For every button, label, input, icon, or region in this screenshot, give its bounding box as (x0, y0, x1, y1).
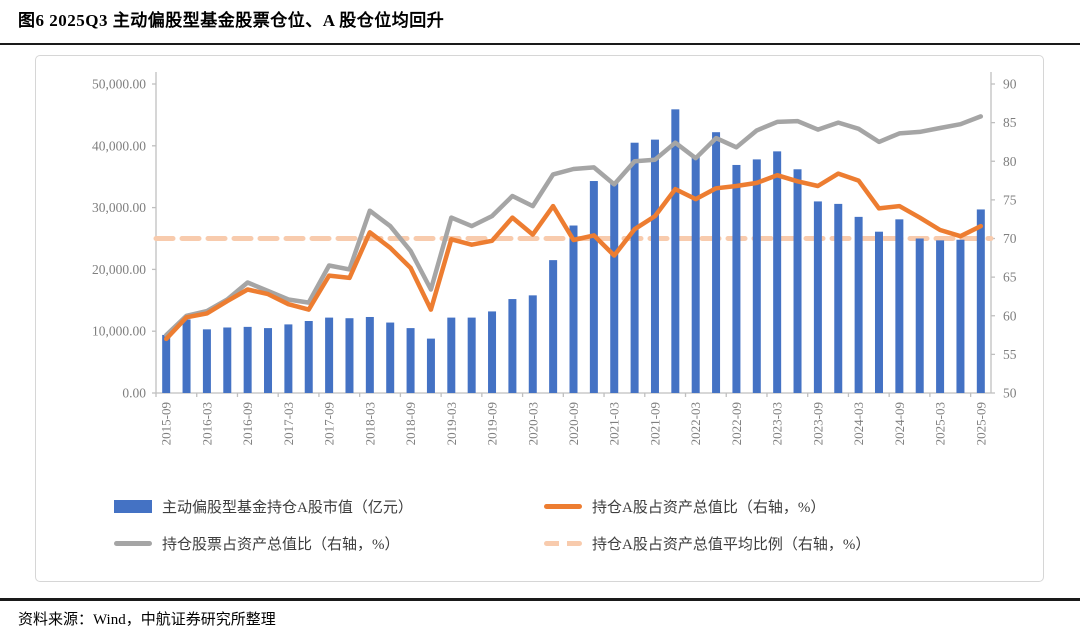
legend-item: 持仓A股占资产总值比（右轴，%） (544, 494, 1043, 518)
right-axis-label: 70 (1003, 231, 1017, 246)
right-axis-label: 60 (1003, 308, 1017, 323)
bar-a-share-value (691, 155, 700, 393)
bar-a-share-value (467, 317, 476, 393)
right-axis-label: 85 (1003, 115, 1017, 130)
x-axis-label: 2023-09 (810, 402, 825, 445)
source-note: 资料来源：Wind，中航证券研究所整理 (18, 612, 276, 628)
x-axis-label: 2022-03 (688, 402, 703, 445)
legend-item: 持仓股票占资产总值比（右轴，%） (114, 531, 544, 555)
left-axis-label: 30,000.00 (92, 200, 146, 215)
line-swatch-icon (544, 503, 582, 509)
right-axis-label: 65 (1003, 270, 1017, 285)
bar-a-share-value (162, 334, 171, 393)
bar-a-share-value (508, 299, 517, 393)
legend-label: 持仓A股占资产总值比（右轴，%） (592, 499, 826, 516)
x-axis-label: 2023-03 (770, 402, 785, 445)
bar-a-share-value (223, 327, 232, 393)
chart-legend: 主动偏股型基金持仓A股市值（亿元） 持仓A股占资产总值比（右轴，%） 持仓股票占资产… (36, 494, 1043, 555)
x-axis-label: 2021-09 (647, 402, 662, 445)
bar-a-share-value (712, 132, 721, 393)
x-axis-label: 2018-09 (403, 402, 418, 445)
x-axis-label: 2025-03 (933, 402, 948, 445)
bar-a-share-value (264, 328, 273, 393)
bar-a-share-value (732, 164, 741, 393)
legend-item: 主动偏股型基金持仓A股市值（亿元） (114, 494, 544, 518)
fund-position-chart: 0.00 10,000.00 20,000.00 30,000.00 40,000.00… (92, 72, 1017, 445)
x-axis-label: 2015-09 (159, 402, 174, 445)
stock-ratio-line (163, 114, 984, 338)
bar-a-share-value (936, 240, 945, 393)
bar-a-share-value (671, 109, 680, 393)
bar-a-share-value (976, 209, 985, 393)
x-axis-label: 2016-09 (240, 402, 255, 445)
bar-a-share-value (406, 328, 415, 393)
bar-a-share-value (386, 322, 395, 393)
right-axis-label: 90 (1003, 77, 1017, 92)
x-axis-label: 2021-03 (607, 402, 622, 445)
bar-a-share-value (650, 139, 659, 393)
bar-a-share-value (549, 260, 558, 393)
bar-swatch-icon (114, 499, 152, 513)
bar-a-share-value (630, 142, 639, 393)
x-axis-label: 2024-03 (851, 402, 866, 445)
bar-a-share-value (834, 203, 843, 393)
x-axis-label: 2025-09 (973, 402, 988, 445)
bar-a-share-value (610, 182, 619, 393)
bar-a-share-value (915, 238, 924, 393)
x-axis-label: 2019-03 (444, 402, 459, 445)
right-axis-label: 75 (1003, 192, 1017, 207)
right-axis-label: 55 (1003, 347, 1017, 362)
line-swatch-icon (114, 540, 152, 546)
title-divider-rule (0, 43, 1080, 45)
bar-a-share-value (284, 324, 293, 393)
bar-a-share-value (569, 225, 578, 393)
x-axis-label: 2022-09 (729, 402, 744, 445)
x-axis-label: 2016-03 (199, 402, 214, 445)
bar-a-share-value (813, 201, 822, 393)
bar-a-share-value (589, 181, 598, 393)
bar-a-share-value (895, 219, 904, 393)
bar-a-share-value (304, 321, 313, 393)
dashed-line-swatch-icon (544, 540, 582, 546)
bar-a-share-value (182, 319, 191, 393)
legend-label: 主动偏股型基金持仓A股市值（亿元） (162, 499, 413, 516)
legend-label: 持仓A股占资产总值平均比例（右轴，%） (592, 536, 871, 553)
bar-a-share-value (202, 329, 211, 393)
bar-a-share-value (243, 326, 252, 393)
bar-a-share-value (447, 317, 456, 393)
x-axis-label: 2020-09 (566, 402, 581, 445)
legend-label: 持仓股票占资产总值比（右轴，%） (162, 536, 400, 553)
bar-a-share-value (956, 239, 965, 393)
bar-a-share-value (426, 338, 435, 393)
x-axis-label: 2020-03 (525, 402, 540, 445)
bar-a-share-value (488, 311, 497, 393)
bar-a-share-value (854, 216, 863, 393)
x-axis-label: 2017-09 (322, 402, 337, 445)
x-axis-label: 2018-03 (362, 402, 377, 445)
right-axis-label: 50 (1003, 386, 1017, 401)
bar-a-share-value (345, 318, 354, 393)
left-axis-label: 20,000.00 (92, 262, 146, 277)
x-axis-label: 2019-09 (485, 402, 500, 445)
x-axis-label: 2024-09 (892, 402, 907, 445)
chart-panel: 0.00 10,000.00 20,000.00 30,000.00 40,000.00… (35, 55, 1044, 582)
bar-a-share-value (528, 295, 537, 393)
bar-a-share-value (752, 159, 761, 393)
bar-a-share-value (365, 316, 374, 393)
bar-a-share-value (773, 151, 782, 393)
left-axis-label: 50,000.00 (92, 77, 146, 92)
legend-item: 持仓A股占资产总值平均比例（右轴，%） (544, 531, 1043, 555)
bar-a-share-value (874, 231, 883, 393)
left-axis-label: 0.00 (122, 386, 146, 401)
footer-divider-rule (0, 598, 1080, 601)
bar-a-share-value (325, 317, 334, 393)
x-axis-label: 2017-03 (281, 402, 296, 445)
bar-a-share-value (793, 169, 802, 393)
figure-title: 图6 2025Q3 主动偏股型基金股票仓位、A 股仓位均回升 (18, 11, 445, 30)
left-axis-label: 10,000.00 (92, 324, 146, 339)
right-axis-label: 80 (1003, 154, 1017, 169)
left-axis-label: 40,000.00 (92, 138, 146, 153)
a-share-ratio-line (163, 171, 984, 342)
